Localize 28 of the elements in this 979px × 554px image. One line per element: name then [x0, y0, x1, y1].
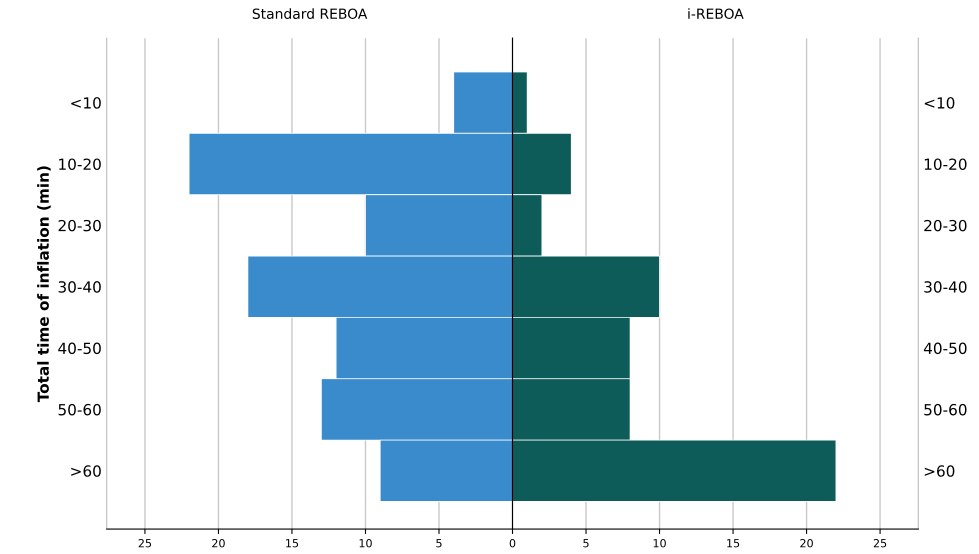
y-tick-label: 10-20: [59, 158, 101, 170]
x-tick-label: 20: [800, 538, 813, 548]
x-tick-label: 10: [360, 538, 372, 548]
x-tick-label: 10: [654, 538, 666, 548]
y-tick-label: 40-50: [924, 342, 967, 354]
x-tick-label: 5: [583, 539, 589, 548]
y-tick-label: 50-60: [924, 404, 967, 416]
y-axis-title: Total time of inflation (min): [37, 166, 51, 402]
y-tick-label: 30-40: [924, 281, 967, 293]
x-tick-label: 5: [436, 539, 442, 548]
y-tick-label: 50-60: [58, 404, 101, 416]
x-tick-label: 0: [510, 538, 516, 548]
y-tick-label: <10: [924, 97, 954, 109]
x-tick-label: 15: [286, 539, 298, 548]
chart-title: Standard REBOA: [252, 8, 368, 19]
y-tick-label: 40-50: [58, 342, 101, 354]
x-tick-label: 25: [874, 538, 886, 548]
x-tick-label: 20: [212, 538, 225, 548]
y-tick-label: >60: [924, 465, 954, 477]
y-tick-label: 20-30: [58, 220, 101, 232]
y-tick-label: 10-20: [924, 158, 967, 170]
y-tick-label: 20-30: [924, 220, 967, 232]
y-tick-label: 30-40: [58, 281, 101, 293]
x-tick-label: 15: [727, 539, 740, 548]
y-tick-label: >60: [71, 465, 101, 477]
x-tick-label: 25: [138, 538, 152, 548]
chart-title: i-REBOA: [688, 8, 744, 19]
y-tick-label: <10: [71, 97, 101, 109]
